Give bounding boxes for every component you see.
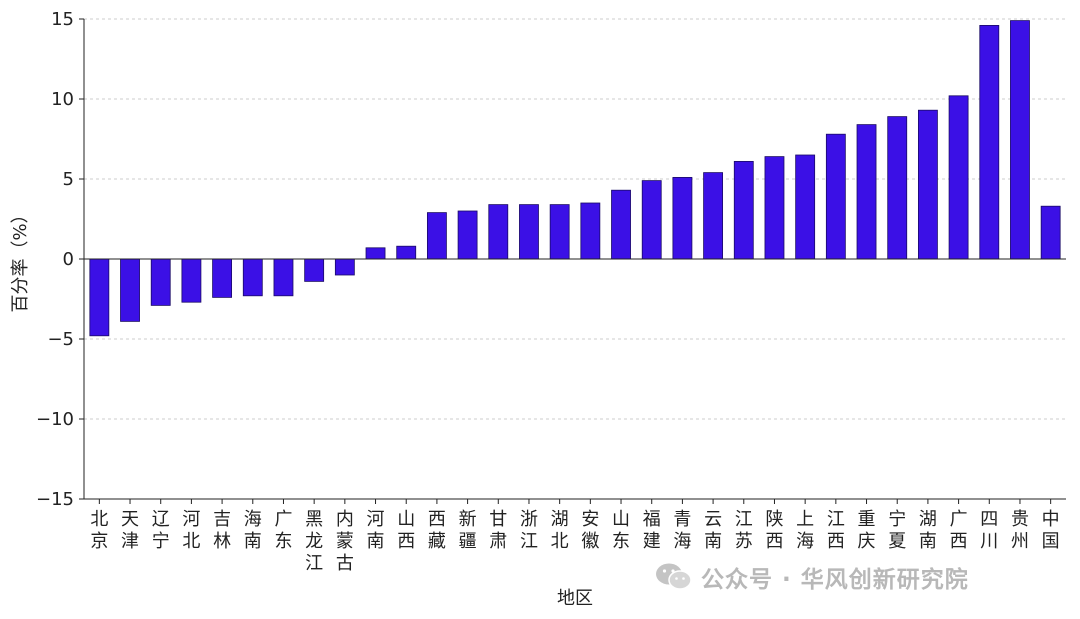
x-category-label: 湖南 — [919, 509, 937, 552]
x-category-label: 天津 — [121, 509, 139, 552]
bar-福建 — [641, 180, 662, 260]
x-category-label: 吉林 — [213, 509, 231, 552]
bar-内蒙古 — [334, 258, 355, 276]
x-category-label: 重庆 — [858, 509, 876, 552]
x-category-label: 海南 — [244, 509, 262, 552]
x-category-label: 山西 — [397, 509, 415, 552]
bar-安徽 — [580, 202, 601, 260]
x-category-label: 山东 — [612, 509, 630, 552]
bar-上海 — [795, 154, 816, 260]
x-category-label: 河南 — [367, 509, 385, 552]
bar-河南 — [365, 247, 386, 260]
bar-中国 — [1040, 205, 1061, 260]
y-tick-label: −10 — [36, 409, 74, 430]
x-category-label: 广东 — [274, 509, 292, 552]
x-category-label: 江苏 — [735, 509, 753, 552]
bar-天津 — [120, 258, 140, 322]
y-tick-label: 5 — [63, 169, 74, 190]
x-category-label: 云南 — [704, 509, 722, 552]
x-category-label: 北京 — [90, 509, 108, 552]
bar-山西 — [396, 245, 417, 260]
wechat-icon — [656, 563, 692, 590]
x-category-label: 西藏 — [428, 509, 446, 552]
bar-海南 — [242, 258, 263, 297]
x-category-label: 辽宁 — [152, 509, 170, 552]
bar-贵州 — [1010, 20, 1030, 260]
bars — [89, 20, 1061, 337]
bar-重庆 — [856, 124, 877, 260]
bar-甘肃 — [488, 204, 509, 260]
bar-新疆 — [457, 210, 478, 260]
bar-西藏 — [426, 212, 447, 260]
bar-河北 — [181, 258, 202, 303]
bar-江苏 — [733, 160, 754, 260]
x-category-label: 中国 — [1042, 509, 1060, 552]
x-category-label: 安徽 — [581, 509, 599, 552]
x-category-label: 湖北 — [551, 509, 569, 552]
y-tick-label: 15 — [51, 9, 74, 30]
x-category-label: 内蒙古 — [336, 509, 354, 574]
bar-北京 — [89, 258, 110, 337]
x-category-labels: 北京天津辽宁河北吉林海南广东黑龙江内蒙古河南山西西藏新疆甘肃浙江湖北安徽山东福建… — [90, 509, 1059, 574]
y-tick-label: −15 — [36, 489, 74, 510]
x-category-label: 上海 — [796, 509, 814, 552]
x-category-label: 黑龙江 — [305, 509, 323, 574]
y-axis-title: 百分率（%） — [10, 205, 31, 312]
y-tick-labels: −15 −10 −5 0 5 10 15 — [36, 9, 84, 510]
bar-陕西 — [764, 156, 785, 260]
x-category-label: 四川 — [980, 509, 998, 552]
x-category-label: 河北 — [182, 509, 200, 552]
bar-四川 — [979, 24, 1000, 260]
bar-广西 — [948, 95, 969, 260]
watermark: 公众号 · 华风创新研究院 — [655, 560, 969, 594]
bar-湖南 — [917, 109, 938, 260]
bar-辽宁 — [150, 258, 171, 306]
x-category-label: 福建 — [643, 509, 661, 552]
bar-山东 — [611, 189, 631, 260]
x-category-label: 浙江 — [520, 509, 538, 552]
y-tick-label: 0 — [63, 249, 74, 270]
x-category-label: 宁夏 — [888, 509, 906, 552]
y-tick-label: −5 — [47, 329, 74, 350]
y-tick-label: 10 — [51, 89, 74, 110]
bar-广东 — [273, 258, 294, 297]
x-category-label: 陕西 — [765, 509, 783, 552]
x-category-label: 甘肃 — [489, 509, 507, 552]
x-category-label: 新疆 — [459, 509, 477, 552]
bar-江西 — [825, 133, 846, 260]
bar-湖北 — [549, 204, 570, 260]
bar-云南 — [703, 172, 724, 260]
x-category-label: 青海 — [673, 509, 691, 552]
bar-青海 — [672, 176, 693, 260]
x-category-label: 江西 — [827, 509, 845, 552]
watermark-text: 公众号 · 华风创新研究院 — [701, 567, 969, 593]
bar-黑龙江 — [304, 258, 325, 282]
x-category-label: 贵州 — [1011, 509, 1029, 552]
bar-吉林 — [212, 258, 233, 298]
bar-浙江 — [519, 204, 539, 260]
x-axis-title: 地区 — [557, 588, 593, 609]
bar-宁夏 — [887, 116, 908, 260]
x-category-label: 广西 — [950, 509, 968, 552]
